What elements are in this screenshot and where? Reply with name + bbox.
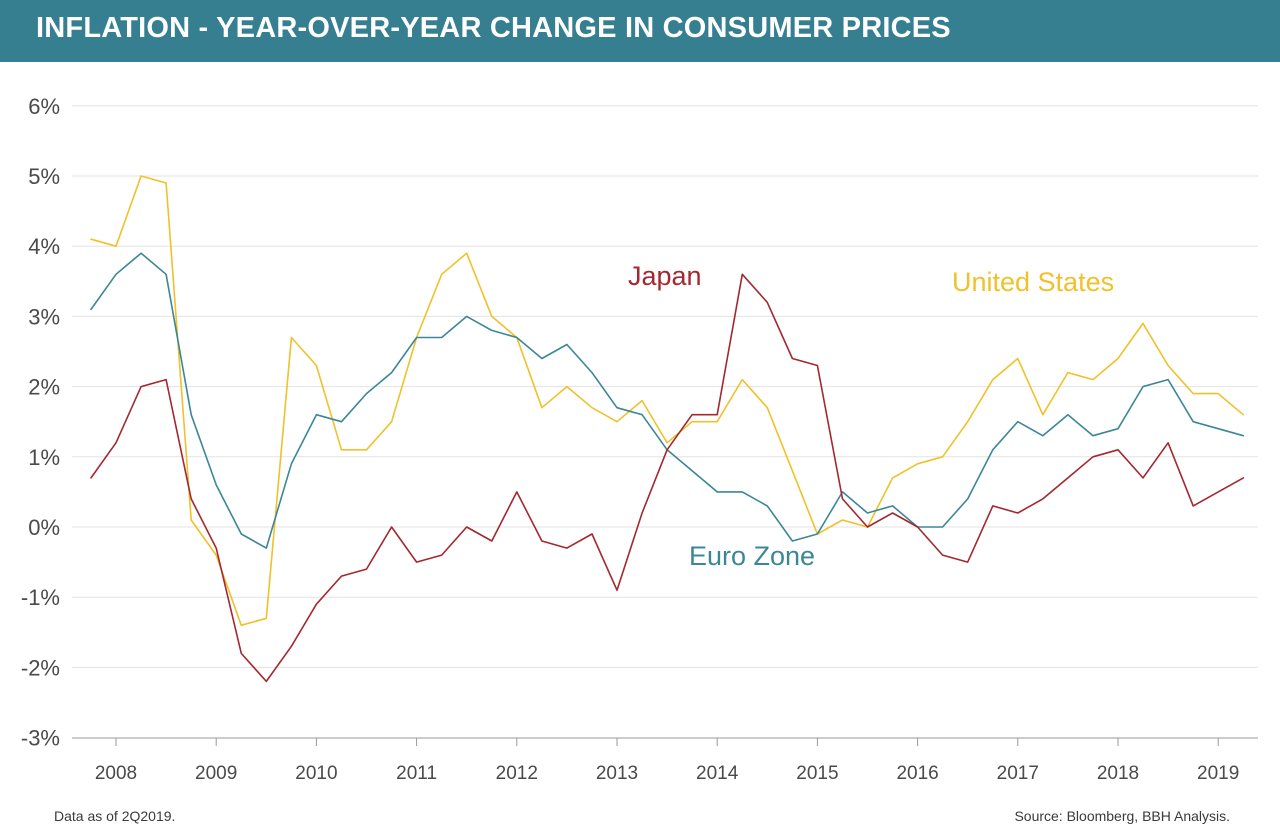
chart-title: INFLATION - YEAR-OVER-YEAR CHANGE IN CON… bbox=[36, 12, 951, 44]
y-tick-label: 6% bbox=[28, 94, 60, 119]
title-bar: INFLATION - YEAR-OVER-YEAR CHANGE IN CON… bbox=[0, 0, 1280, 62]
x-tick-label: 2016 bbox=[896, 763, 938, 784]
x-tick-label: 2017 bbox=[997, 763, 1039, 784]
series-lines bbox=[90, 175, 1245, 683]
x-tick-label: 2015 bbox=[796, 763, 838, 784]
series-line-japan bbox=[90, 273, 1245, 683]
series-labels: Japan United States Euro Zone bbox=[628, 261, 1114, 571]
x-tick-label: 2018 bbox=[1097, 763, 1139, 784]
x-axis-tick-labels: 2008 2009 2010 2011 2012 2013 2014 2015 2016 2017… bbox=[95, 763, 1239, 784]
x-tick-label: 2013 bbox=[596, 763, 638, 784]
y-tick-label: 1% bbox=[28, 445, 60, 470]
x-tick-label: 2009 bbox=[195, 763, 237, 784]
source-note: Source: Bloomberg, BBH Analysis. bbox=[1014, 808, 1230, 824]
y-tick-label: 5% bbox=[28, 164, 60, 189]
grid-lines bbox=[72, 105, 1258, 668]
x-tick-label: 2019 bbox=[1197, 763, 1239, 784]
y-tick-label: 4% bbox=[28, 234, 60, 259]
series-label-euro-zone: Euro Zone bbox=[689, 541, 815, 571]
y-tick-label: -1% bbox=[21, 585, 60, 610]
x-tick-label: 2011 bbox=[396, 763, 437, 784]
y-axis-tick-labels: 6% 5% 4% 3% 2% 1% 0% -1% -2% -3% bbox=[21, 94, 60, 751]
inflation-line-chart: 6% 5% 4% 3% 2% 1% 0% -1% -2% -3% 2008 2009 2010 2011… bbox=[21, 94, 1258, 784]
x-tick-label: 2012 bbox=[496, 763, 538, 784]
series-line-euro-zone bbox=[90, 252, 1245, 549]
y-tick-label: -3% bbox=[21, 726, 60, 751]
x-tick-label: 2014 bbox=[696, 763, 739, 784]
series-label-united-states: United States bbox=[952, 267, 1114, 297]
data-as-of-note: Data as of 2Q2019. bbox=[54, 808, 176, 824]
series-label-japan: Japan bbox=[628, 261, 702, 291]
x-tick-label: 2010 bbox=[295, 763, 337, 784]
y-tick-label: 2% bbox=[28, 375, 60, 400]
series-line-united-states bbox=[90, 175, 1245, 627]
x-axis bbox=[72, 737, 1258, 746]
y-tick-label: 3% bbox=[28, 304, 60, 329]
x-tick-label: 2008 bbox=[95, 763, 137, 784]
y-tick-label: 0% bbox=[28, 515, 60, 540]
y-tick-label: -2% bbox=[21, 655, 60, 680]
